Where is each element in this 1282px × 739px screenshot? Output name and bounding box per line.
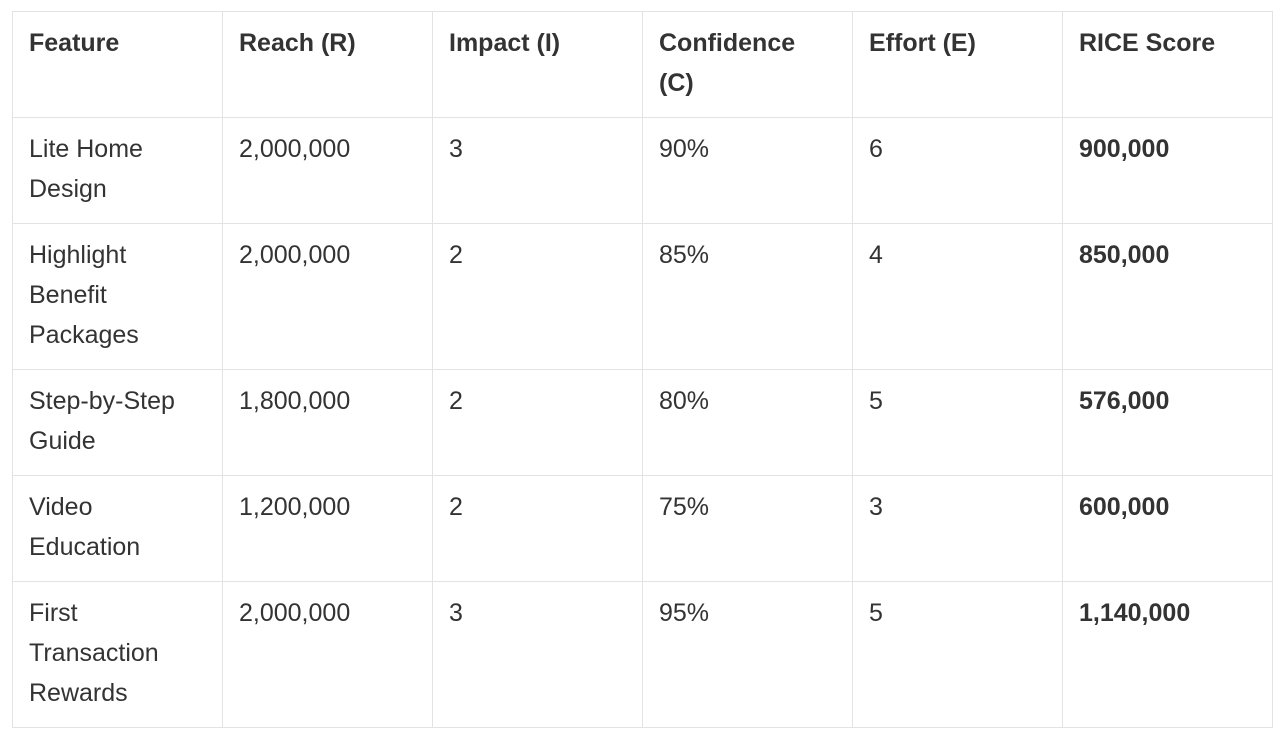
table-container: Feature Reach (R) Impact (I) Confidence (C)… (12, 11, 1273, 728)
table-body: Lite Home Design 2,000,000 3 90% 6 900,000 Hig… (12, 117, 1273, 728)
rice-table: Feature Reach (R) Impact (I) Confidence (C)… (12, 11, 1273, 728)
table-cell: Highlight Benefit Packages (12, 223, 223, 370)
table-cell: 75% (642, 475, 853, 582)
rice-score-cell: 900,000 (1062, 117, 1273, 224)
table-cell: Step-by-Step Guide (12, 369, 223, 476)
table-row: First Transaction Rewards 2,000,000 3 95% 5 1… (12, 581, 1273, 728)
header-cell: Feature (12, 11, 223, 118)
table-cell: 2,000,000 (222, 581, 433, 728)
table-cell: 3 (432, 117, 643, 224)
header-cell: RICE Score (1062, 11, 1273, 118)
table-cell: 2,000,000 (222, 223, 433, 370)
table-cell: 3 (432, 581, 643, 728)
table-cell: 2 (432, 475, 643, 582)
rice-score-cell: 600,000 (1062, 475, 1273, 582)
table-cell: 4 (852, 223, 1063, 370)
table-cell: First Transaction Rewards (12, 581, 223, 728)
table-cell: 3 (852, 475, 1063, 582)
table-cell: 1,200,000 (222, 475, 433, 582)
table-row: Highlight Benefit Packages 2,000,000 2 85% 4… (12, 223, 1273, 370)
header-row: Feature Reach (R) Impact (I) Confidence (C)… (12, 11, 1273, 118)
table-cell: 6 (852, 117, 1063, 224)
header-cell: Impact (I) (432, 11, 643, 118)
table-row: Step-by-Step Guide 1,800,000 2 80% 5 576,000 (12, 369, 1273, 476)
header-cell: Effort (E) (852, 11, 1063, 118)
table-cell: 90% (642, 117, 853, 224)
table-cell: 2,000,000 (222, 117, 433, 224)
table-row: Video Education 1,200,000 2 75% 3 600,000 (12, 475, 1273, 582)
table-cell: 80% (642, 369, 853, 476)
table-cell: Video Education (12, 475, 223, 582)
table-cell: 1,800,000 (222, 369, 433, 476)
table-row: Lite Home Design 2,000,000 3 90% 6 900,000 (12, 117, 1273, 224)
table-cell: 95% (642, 581, 853, 728)
header-cell: Confidence (C) (642, 11, 853, 118)
header-cell: Reach (R) (222, 11, 433, 118)
rice-score-cell: 850,000 (1062, 223, 1273, 370)
table-cell: 2 (432, 369, 643, 476)
table-cell: Lite Home Design (12, 117, 223, 224)
table-cell: 2 (432, 223, 643, 370)
table-cell: 5 (852, 581, 1063, 728)
rice-score-cell: 576,000 (1062, 369, 1273, 476)
rice-score-cell: 1,140,000 (1062, 581, 1273, 728)
table-cell: 85% (642, 223, 853, 370)
table-cell: 5 (852, 369, 1063, 476)
